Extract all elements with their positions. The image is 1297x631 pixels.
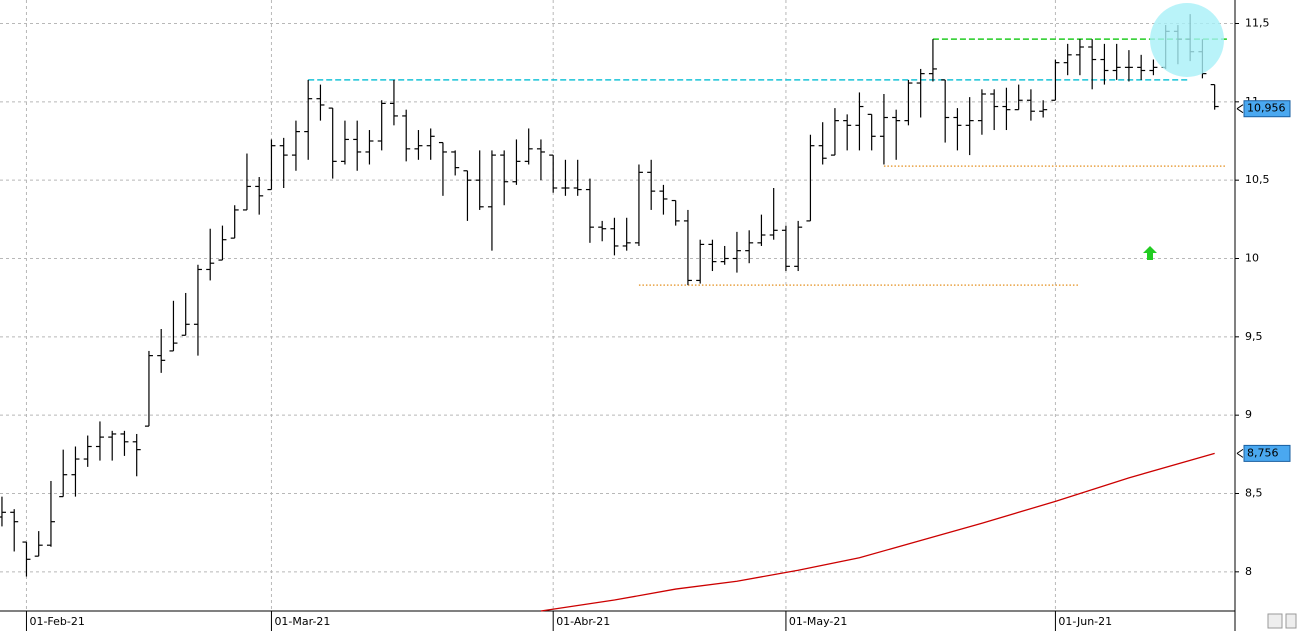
- price-label: 10,956: [1247, 102, 1286, 115]
- y-tick-label: 8,5: [1245, 487, 1263, 500]
- y-tick-label: 8: [1245, 565, 1252, 578]
- x-tick-label: 01-Feb-21: [29, 615, 84, 628]
- price-label: 8,756: [1247, 446, 1279, 459]
- y-tick-label: 11,5: [1245, 17, 1270, 30]
- price-pointer: [1236, 104, 1244, 114]
- x-tick-label: 01-Jun-21: [1058, 615, 1112, 628]
- highlight-circle: [1150, 3, 1224, 77]
- plot: [0, 0, 1235, 611]
- x-tick-label: 01-Abr-21: [556, 615, 610, 628]
- icon-button[interactable]: [1267, 613, 1283, 629]
- y-tick-label: 9,5: [1245, 330, 1263, 343]
- moving-average: [540, 452, 1215, 612]
- icon-button[interactable]: [1285, 613, 1297, 629]
- price-label-box: [1243, 444, 1291, 462]
- arrow-icon: [1143, 246, 1157, 260]
- x-tick-label: 01-Mar-21: [274, 615, 330, 628]
- y-tick-label: 10: [1245, 252, 1259, 265]
- x-tick-label: 01-May-21: [789, 615, 847, 628]
- price-pointer: [1236, 448, 1244, 458]
- y-tick-label: 10,5: [1245, 173, 1270, 186]
- y-tick-label: 9: [1245, 408, 1252, 421]
- price-label-box: [1243, 100, 1291, 118]
